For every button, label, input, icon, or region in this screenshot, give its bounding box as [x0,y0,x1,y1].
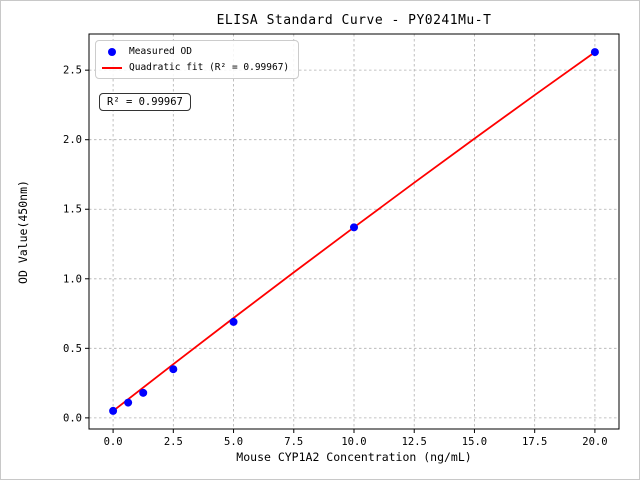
data-point [109,406,118,415]
x-tick-label: 0.0 [104,436,123,448]
quadratic-fit-marker-icon [102,66,122,69]
y-tick-label: 0.0 [63,412,82,424]
chart-title: ELISA Standard Curve - PY0241Mu-T [216,13,492,28]
legend: Measured OD Quadratic fit (R² = 0.99967) [95,40,300,79]
legend-label-quadratic-fit: Quadratic fit (R² = 0.99967) [129,62,290,73]
measured-od-marker-icon [108,47,116,56]
data-point [590,48,599,57]
data-point [124,398,133,407]
y-axis-label: OD Value(450nm) [16,180,30,284]
x-tick-label: 10.0 [341,436,366,448]
data-point [229,317,238,326]
x-axis-label: Mouse CYP1A2 Concentration (ng/mL) [236,450,472,464]
y-tick-label: 1.5 [63,204,82,216]
legend-item-quadratic-fit: Quadratic fit (R² = 0.99967) [102,62,289,73]
legend-label-measured-od: Measured OD [129,46,192,57]
x-tick-label: 20.0 [582,436,607,448]
data-point [139,388,148,397]
data-point [169,365,178,374]
r-squared-annotation: R² = 0.99967 [99,93,191,111]
legend-item-measured-od: Measured OD [102,46,289,57]
y-tick-label: 2.0 [63,134,82,146]
x-tick-label: 5.0 [224,436,243,448]
y-tick-label: 1.0 [63,273,82,285]
x-tick-label: 12.5 [402,436,427,448]
x-tick-label: 17.5 [522,436,547,448]
y-tick-label: 0.5 [63,343,82,355]
x-tick-label: 2.5 [164,436,183,448]
x-tick-label: 7.5 [284,436,303,448]
y-tick-label: 2.5 [63,65,82,77]
data-point [350,223,358,232]
x-tick-label: 15.0 [462,436,487,448]
